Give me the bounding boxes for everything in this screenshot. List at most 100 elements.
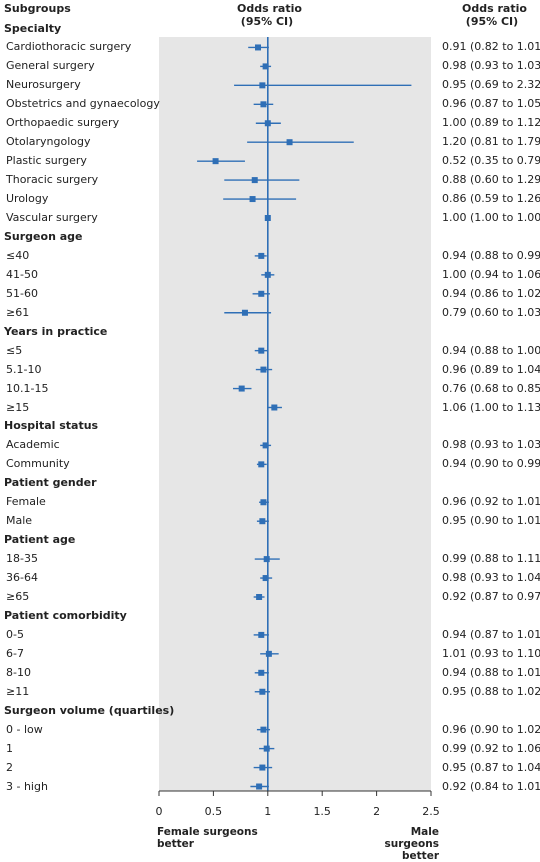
point-estimate-marker	[263, 745, 270, 752]
point-estimate-marker	[256, 594, 263, 600]
group-heading: Patient age	[4, 533, 76, 547]
odds-ratio-ci-text: 0.96 (0.89 to 1.04)	[442, 362, 540, 376]
group-heading: Surgeon age	[4, 229, 83, 243]
subgroup-label: Thoracic surgery	[6, 173, 99, 187]
point-estimate-marker	[264, 120, 271, 127]
group-heading: Specialty	[4, 21, 62, 35]
x-tick-label: 0.5	[204, 805, 223, 818]
odds-ratio-ci-text: 0.86 (0.59 to 1.26)	[442, 192, 540, 206]
subgroup-label: Orthopaedic surgery	[6, 116, 120, 130]
point-estimate-marker	[259, 764, 266, 771]
odds-ratio-ci-text: 0.92 (0.87 to 0.97)	[442, 590, 540, 603]
point-estimate-marker	[258, 290, 265, 297]
ci-column-header-ci: (95% CI)	[465, 15, 519, 28]
subgroup-label: ≥15	[6, 400, 30, 414]
subgroup-label: Community	[6, 457, 70, 471]
point-estimate-marker	[256, 783, 263, 790]
odds-ratio-ci-text: 0.79 (0.60 to 1.03)	[442, 305, 540, 319]
x-tick-label: 1	[264, 805, 272, 818]
point-estimate-marker	[249, 196, 256, 203]
point-estimate-marker	[271, 404, 278, 411]
subgroup-label: 5.1-10	[6, 362, 42, 376]
subgroup-label: Otolaryngology	[6, 135, 91, 149]
subgroup-label: ≥65	[6, 590, 30, 603]
point-estimate-marker	[238, 385, 245, 392]
odds-ratio-ci-text: 0.94 (0.88 to 0.99)	[442, 248, 540, 262]
odds-ratio-header-title: Odds ratio	[237, 2, 302, 15]
group-heading: Patient gender	[4, 476, 97, 490]
point-estimate-marker	[262, 575, 269, 582]
point-estimate-marker	[255, 44, 262, 51]
odds-ratio-ci-text: 0.92 (0.84 to 1.01)	[442, 779, 540, 793]
point-estimate-marker	[263, 556, 270, 563]
odds-ratio-ci-text: 0.99 (0.88 to 1.11)	[442, 552, 540, 566]
point-estimate-marker	[260, 726, 267, 733]
subgroup-label: 18-35	[6, 552, 38, 566]
subgroup-label: 8-10	[6, 665, 31, 679]
odds-ratio-ci-text: 0.95 (0.69 to 2.32)	[442, 78, 540, 92]
point-estimate-marker	[259, 688, 266, 695]
odds-ratio-ci-text: 0.94 (0.86 to 1.02)	[442, 286, 540, 300]
female-better-line2: better	[157, 838, 194, 850]
odds-ratio-ci-text: 0.88 (0.60 to 1.29)	[442, 173, 540, 187]
female-better-line1: Female surgeons	[157, 826, 258, 838]
subgroup-label: Male	[6, 514, 33, 528]
point-estimate-marker	[262, 442, 269, 449]
subgroup-label: 51-60	[6, 286, 38, 300]
subgroup-label: Academic	[6, 438, 60, 452]
odds-ratio-ci-text: 0.96 (0.92 to 1.01)	[442, 495, 540, 509]
point-estimate-marker	[258, 252, 265, 259]
female-better-label: Female surgeons better	[157, 826, 258, 850]
odds-ratio-ci-text: 0.94 (0.88 to 1.00)	[442, 343, 540, 357]
odds-ratio-header: Odds ratio (95% CI)	[237, 2, 302, 28]
group-heading: Surgeon volume (quartiles)	[4, 703, 175, 717]
point-estimate-marker	[259, 82, 266, 89]
point-estimate-marker	[260, 101, 267, 108]
odds-ratio-ci-text: 1.20 (0.81 to 1.79)	[442, 135, 540, 149]
odds-ratio-ci-text: 0.98 (0.93 to 1.03)	[442, 438, 540, 452]
point-estimate-marker	[262, 63, 269, 70]
subgroup-label: 1	[6, 741, 13, 755]
subgroup-label: 6-7	[6, 646, 24, 660]
point-estimate-marker	[260, 366, 267, 373]
point-estimate-marker	[258, 347, 265, 354]
point-estimate-marker	[258, 461, 265, 468]
odds-ratio-ci-text: 0.96 (0.90 to 1.02)	[442, 722, 540, 736]
x-tick-label: 0	[155, 805, 163, 818]
subgroups-header: Subgroups	[4, 2, 71, 15]
subgroup-label: General surgery	[6, 59, 95, 73]
x-tick-label: 2.5	[422, 805, 440, 818]
point-estimate-marker	[286, 139, 293, 146]
odds-ratio-ci-text: 0.91 (0.82 to 1.01)	[442, 40, 540, 54]
subgroup-label: ≤5	[6, 343, 23, 357]
group-heading: Patient comorbidity	[4, 608, 127, 622]
odds-ratio-ci-text: 0.96 (0.87 to 1.05)	[442, 97, 540, 111]
subgroup-label: 0-5	[6, 627, 24, 641]
odds-ratio-ci-text: 0.76 (0.68 to 0.85)	[442, 381, 540, 395]
ci-column-header-title: Odds ratio	[462, 2, 527, 15]
point-estimate-marker	[212, 158, 219, 165]
point-estimate-marker	[258, 669, 265, 676]
point-estimate-marker	[259, 518, 266, 525]
male-better-line1: Male surgeons	[384, 826, 439, 850]
odds-ratio-ci-text: 0.94 (0.87 to 1.01)	[442, 627, 540, 641]
subgroup-label: Obstetrics and gynaecology	[6, 97, 160, 111]
subgroup-label: 41-50	[6, 267, 38, 281]
x-tick-label: 1.5	[313, 805, 331, 818]
point-estimate-marker	[264, 271, 271, 278]
male-better-line2: better	[402, 850, 439, 862]
point-estimate-marker	[265, 650, 272, 657]
odds-ratio-ci-text: 0.98 (0.93 to 1.03)	[442, 59, 540, 73]
group-heading: Years in practice	[4, 324, 108, 338]
plot-panel	[159, 37, 431, 791]
odds-ratio-ci-text: 1.00 (0.94 to 1.06)	[442, 267, 540, 281]
group-heading: Hospital status	[4, 419, 99, 433]
point-estimate-marker	[241, 309, 248, 316]
odds-ratio-ci-text: 0.52 (0.35 to 0.79)	[442, 154, 540, 168]
subgroup-label: ≥11	[6, 684, 30, 698]
subgroup-label: Female	[6, 495, 46, 509]
odds-ratio-ci-text: 1.01 (0.93 to 1.10)	[442, 646, 540, 660]
point-estimate-marker	[264, 215, 271, 221]
x-tick-label: 2	[373, 805, 381, 818]
